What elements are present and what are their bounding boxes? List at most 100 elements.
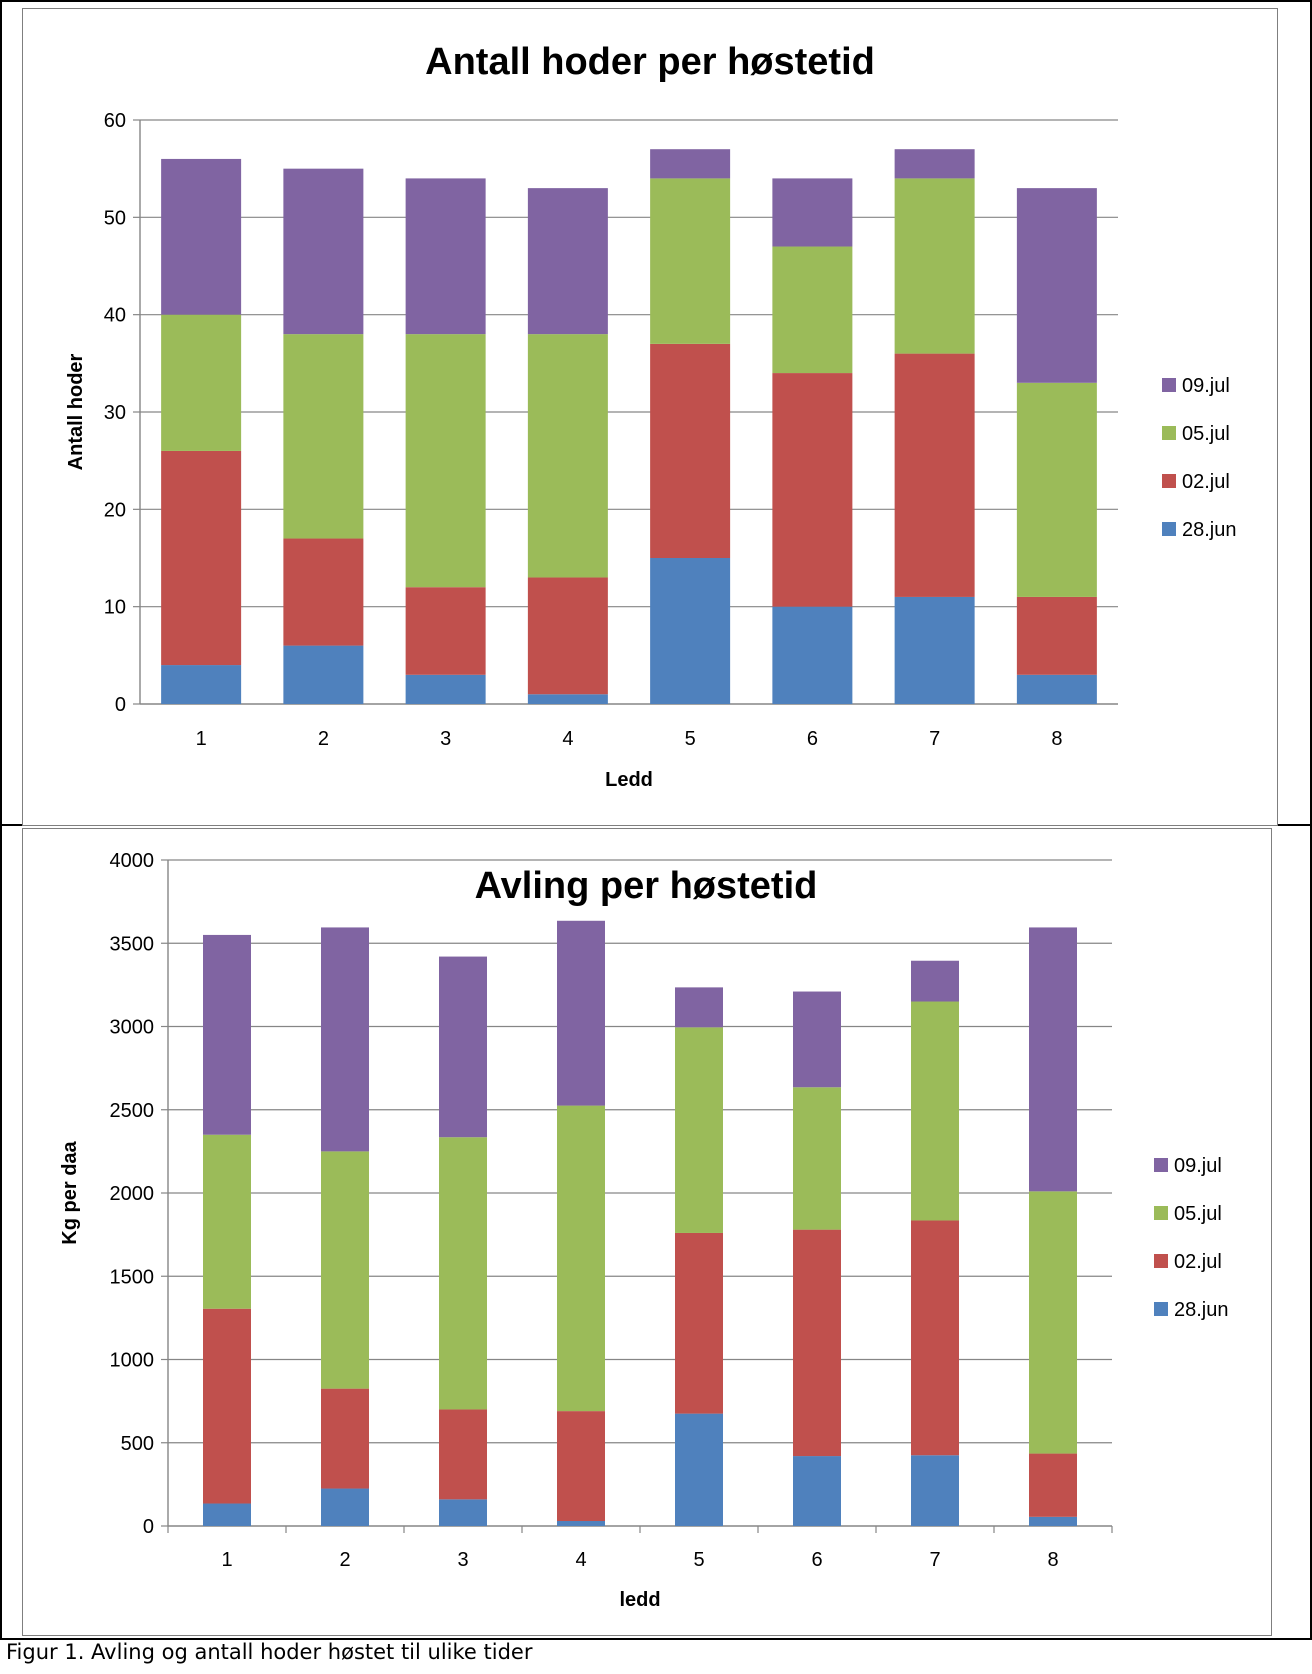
chart2-bar-segment-05.jul-ledd-4 (557, 1105, 605, 1412)
chart1-legend-label: 09.jul (1182, 375, 1230, 397)
chart2-y-tick-label: 2000 (110, 1183, 155, 1205)
chart2-y-tick-label: 1000 (110, 1350, 155, 1372)
chart2-bar-segment-02.jul-ledd-3 (439, 1409, 487, 1500)
chart2-y-tick-label: 1500 (110, 1266, 155, 1288)
chart1-y-tick-label: 40 (104, 305, 126, 327)
chart2-bar-segment-05.jul-ledd-3 (439, 1137, 487, 1410)
chart1-bar-segment-05.jul-ledd-7 (894, 178, 975, 354)
chart1-legend-swatch-05.jul (1162, 426, 1176, 440)
chart1-bar-segment-02.jul-ledd-1 (161, 450, 242, 666)
chart1-bar-segment-05.jul-ledd-2 (283, 334, 364, 539)
chart1-x-tick-label: 4 (562, 728, 573, 750)
chart2-bar-segment-28.jun-ledd-4 (557, 1521, 605, 1526)
chart1-bar-segment-05.jul-ledd-8 (1016, 382, 1097, 597)
chart1-legend-label: 05.jul (1182, 423, 1230, 445)
chart2-bar-segment-05.jul-ledd-5 (675, 1027, 723, 1233)
chart1-x-tick-label: 1 (196, 728, 207, 750)
chart2-x-tick-label: 2 (339, 1549, 350, 1571)
chart2-legend-label: 02.jul (1174, 1251, 1222, 1273)
chart1-y-tick-label: 60 (104, 110, 126, 132)
chart2-x-tick-label: 6 (811, 1549, 822, 1571)
chart2-bar-segment-09.jul-ledd-3 (439, 956, 487, 1138)
chart1-bar-segment-09.jul-ledd-1 (161, 158, 242, 315)
chart2-bar-segment-05.jul-ledd-8 (1029, 1191, 1077, 1454)
chart1-legend-label: 28.jun (1182, 519, 1237, 541)
chart2-bar-segment-28.jun-ledd-3 (439, 1499, 487, 1526)
chart2-bar-segment-09.jul-ledd-6 (793, 991, 841, 1088)
chart1-bar-segment-28.jun-ledd-7 (894, 596, 975, 704)
chart2-bar-segment-28.jun-ledd-5 (675, 1413, 723, 1526)
chart2-bar-segment-02.jul-ledd-5 (675, 1232, 723, 1414)
chart1-bar-segment-09.jul-ledd-6 (772, 178, 853, 247)
chart1-y-tick-label: 0 (115, 694, 126, 716)
chart1-bar-segment-02.jul-ledd-7 (894, 353, 975, 597)
chart1-bar-segment-28.jun-ledd-4 (527, 694, 608, 704)
chart1-bar-segment-05.jul-ledd-6 (772, 246, 853, 374)
chart2-bar-segment-02.jul-ledd-2 (321, 1388, 369, 1489)
chart2-bar-segment-28.jun-ledd-6 (793, 1456, 841, 1526)
chart1-bar-segment-05.jul-ledd-3 (405, 334, 486, 588)
chart2-bar-segment-28.jun-ledd-7 (911, 1455, 959, 1526)
chart1-x-tick-label: 6 (807, 728, 818, 750)
chart1-bar-segment-28.jun-ledd-5 (650, 558, 731, 704)
chart2-bar-segment-09.jul-ledd-5 (675, 987, 723, 1028)
chart1-y-tick-label: 30 (104, 402, 126, 424)
chart2-x-tick-label: 5 (693, 1549, 704, 1571)
chart2-bar-segment-02.jul-ledd-6 (793, 1229, 841, 1457)
chart1-bar-segment-02.jul-ledd-6 (772, 373, 853, 607)
chart2-bar-segment-05.jul-ledd-7 (911, 1001, 959, 1221)
chart1-y-tick-label: 20 (104, 499, 126, 521)
chart1-y-tick-label: 50 (104, 207, 126, 229)
chart1-legend-swatch-28.jun (1162, 522, 1176, 536)
chart1-x-tick-label: 3 (440, 728, 451, 750)
figure-caption: Figur 1. Avling og antall hoder høstet t… (6, 1640, 533, 1664)
chart1-bar-segment-05.jul-ledd-1 (161, 314, 242, 451)
chart2-y-tick-label: 4000 (110, 850, 155, 872)
chart2-bar-segment-09.jul-ledd-4 (557, 920, 605, 1106)
chart1-x-tick-label: 5 (685, 728, 696, 750)
chart1-bar-segment-28.jun-ledd-2 (283, 645, 364, 704)
chart2-x-tick-label: 4 (575, 1549, 586, 1571)
chart1-legend-swatch-09.jul (1162, 378, 1176, 392)
chart2-bar-segment-09.jul-ledd-2 (321, 927, 369, 1152)
chart2-x-axis-label: ledd (619, 1589, 660, 1611)
chart1-legend-label: 02.jul (1182, 471, 1230, 493)
chart2-title: Avling per høstetid (475, 865, 818, 907)
chart2-legend-label: 05.jul (1174, 1203, 1222, 1225)
chart2-bar-segment-05.jul-ledd-2 (321, 1151, 369, 1389)
chart2-bar-segment-09.jul-ledd-8 (1029, 927, 1077, 1192)
chart2-y-axis-label: Kg per daa (59, 1140, 81, 1244)
chart1-bar-segment-05.jul-ledd-5 (650, 178, 731, 344)
chart1-bar-segment-28.jun-ledd-3 (405, 674, 486, 704)
chart2-legend-label: 09.jul (1174, 1155, 1222, 1177)
chart2-bar-segment-28.jun-ledd-8 (1029, 1516, 1077, 1526)
chart2-legend-swatch-02.jul (1154, 1254, 1168, 1268)
chart1-bar-segment-02.jul-ledd-4 (527, 577, 608, 695)
chart1-x-tick-label: 2 (318, 728, 329, 750)
chart2-bar-segment-28.jun-ledd-1 (203, 1503, 251, 1526)
chart1-bar-segment-02.jul-ledd-2 (283, 538, 364, 646)
chart2-y-tick-label: 0 (143, 1516, 154, 1538)
chart2-legend-swatch-09.jul (1154, 1158, 1168, 1172)
chart2-legend-swatch-28.jun (1154, 1302, 1168, 1316)
chart2-x-tick-label: 7 (929, 1549, 940, 1571)
chart1-bar-segment-28.jun-ledd-1 (161, 665, 242, 704)
chart2-bar-segment-02.jul-ledd-1 (203, 1308, 251, 1504)
chart1-bar-segment-02.jul-ledd-5 (650, 343, 731, 558)
chart1-bar-segment-28.jun-ledd-6 (772, 606, 853, 704)
chart2-bar-segment-02.jul-ledd-8 (1029, 1453, 1077, 1517)
chart2-legend-label: 28.jun (1174, 1299, 1229, 1321)
chart2-bar-segment-05.jul-ledd-6 (793, 1087, 841, 1230)
chart2-legend-swatch-05.jul (1154, 1206, 1168, 1220)
chart2-bar-segment-02.jul-ledd-4 (557, 1411, 605, 1522)
chart1-x-axis-label: Ledd (605, 769, 653, 791)
chart2-x-tick-label: 8 (1047, 1549, 1058, 1571)
chart1-bar-segment-09.jul-ledd-7 (894, 149, 975, 179)
chart2-y-tick-label: 3500 (110, 933, 155, 955)
chart1-bar-segment-02.jul-ledd-8 (1016, 596, 1097, 675)
chart1-bar-segment-09.jul-ledd-4 (527, 188, 608, 335)
chart1-legend-swatch-02.jul (1162, 474, 1176, 488)
chart2-x-tick-label: 1 (221, 1549, 232, 1571)
chart1-bar-segment-09.jul-ledd-5 (650, 149, 731, 179)
